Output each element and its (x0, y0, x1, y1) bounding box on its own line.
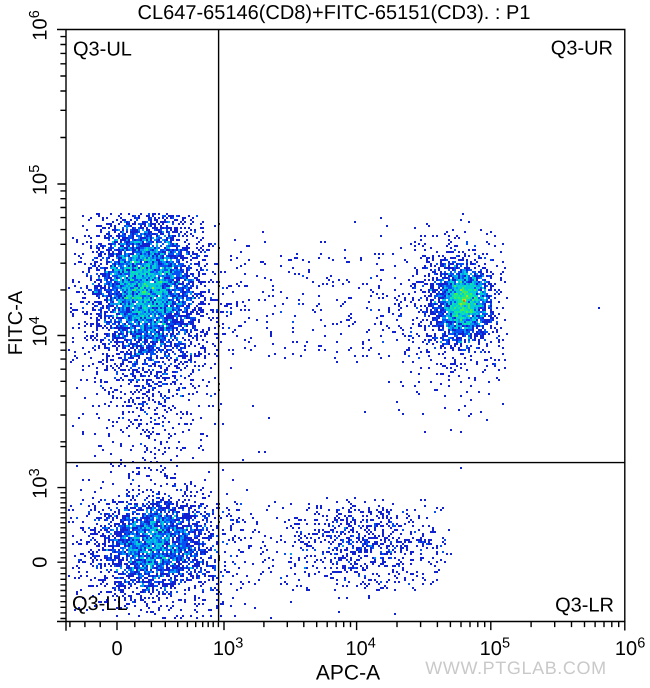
svg-text:10: 10 (615, 638, 637, 660)
svg-text:10: 10 (30, 173, 52, 195)
svg-text:0: 0 (30, 557, 52, 568)
svg-text:APC-A: APC-A (316, 662, 380, 684)
svg-text:10: 10 (30, 18, 52, 40)
svg-text:Q3-LR: Q3-LR (555, 595, 614, 617)
svg-text:5: 5 (502, 636, 510, 652)
svg-text:6: 6 (27, 10, 43, 18)
svg-text:10: 10 (30, 324, 52, 346)
svg-text:Q3-UR: Q3-UR (551, 38, 613, 60)
svg-text:CL647-65146(CD8)+FITC-65151(CD: CL647-65146(CD8)+FITC-65151(CD3). : P1 (138, 2, 531, 24)
svg-text:4: 4 (27, 316, 43, 324)
svg-text:10: 10 (30, 476, 52, 498)
svg-text:5: 5 (27, 165, 43, 173)
svg-text:10: 10 (213, 638, 235, 660)
svg-text:Q3-UL: Q3-UL (73, 39, 132, 61)
svg-text:3: 3 (235, 636, 243, 652)
svg-text:WWW.PTGLAB.COM: WWW.PTGLAB.COM (425, 658, 606, 678)
svg-text:10: 10 (480, 638, 502, 660)
svg-text:FITC-A: FITC-A (5, 290, 27, 355)
svg-text:4: 4 (368, 636, 376, 652)
svg-text:3: 3 (27, 468, 43, 476)
svg-text:0: 0 (111, 638, 122, 660)
svg-text:6: 6 (637, 636, 645, 652)
svg-text:Q3-LL: Q3-LL (72, 593, 128, 615)
svg-text:10: 10 (345, 638, 367, 660)
